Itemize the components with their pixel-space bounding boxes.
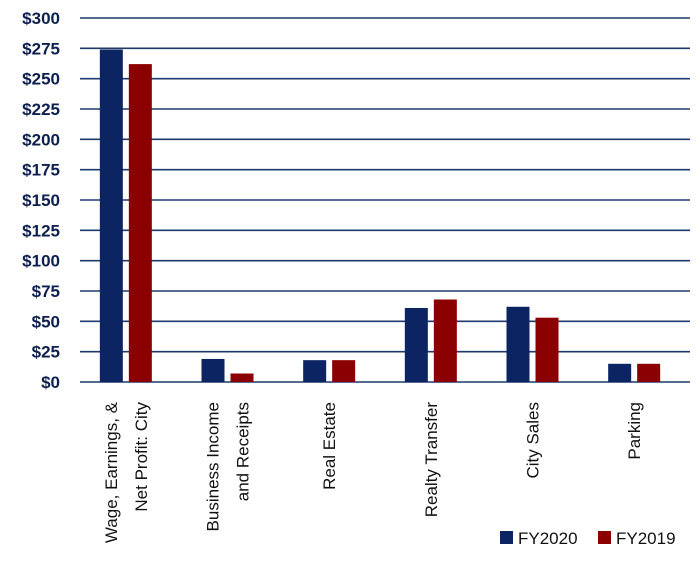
x-tick-label-line: Wage, Earnings, & [102,401,121,543]
bar-fy2019 [637,363,661,382]
legend: FY2020 FY2019 [500,529,676,548]
y-tick-label: $200 [22,130,60,149]
x-tick-label-line: and Receipts [234,402,253,501]
bar-fy2019 [433,299,457,382]
y-tick-label: $0 [41,373,60,392]
bars [99,49,661,383]
x-tick-label-line: Business Income [204,402,223,531]
y-tick-label: $25 [32,343,60,362]
bar-fy2020 [608,363,632,382]
bar-fy2019 [535,317,559,382]
bar-fy2020 [303,360,327,382]
y-tick-label: $275 [22,39,60,58]
grid-lines [80,17,690,383]
y-tick-label: $50 [32,312,60,331]
bar-fy2019 [230,373,254,382]
bar-fy2019 [128,64,152,383]
y-tick-label: $250 [22,70,60,89]
legend-label-fy2020: FY2020 [518,529,578,548]
y-tick-label: $75 [32,282,60,301]
y-axis-tick-labels: $0 $25 $50 $75 $100 $125 $150 $175 $200 $225 $250 $… [22,9,60,392]
bar-fy2020 [404,307,428,382]
x-tick-label: Wage, Earnings, & Net Profit: City [102,401,151,543]
x-tick-label: Business Income and Receipts [204,402,253,531]
y-tick-label: $125 [22,221,60,240]
x-tick-label-line: City Sales [524,402,543,479]
x-tick-label-line: Net Profit: City [132,402,151,512]
y-tick-label: $100 [22,252,60,271]
x-axis-category-labels: Wage, Earnings, & Net Profit: City Busines… [102,401,644,543]
bar-fy2020 [201,358,225,382]
bar-fy2019 [332,360,356,382]
y-tick-label: $225 [22,100,60,119]
x-tick-label-line: Real Estate [320,402,339,490]
legend-swatch-fy2019 [598,531,611,544]
x-tick-label: Realty Transfer [422,402,441,518]
x-tick-label: Parking [625,402,644,460]
legend-label-fy2019: FY2019 [616,529,676,548]
x-tick-label-line: Realty Transfer [422,402,441,518]
x-tick-label: City Sales [524,402,543,479]
legend-swatch-fy2020 [500,531,513,544]
y-tick-label: $300 [22,9,60,28]
x-tick-label-line: Parking [625,402,644,460]
bar-fy2020 [506,306,530,382]
x-tick-label: Real Estate [320,402,339,490]
bar-fy2020 [99,49,123,383]
y-tick-label: $175 [22,161,60,180]
y-tick-label: $150 [22,191,60,210]
